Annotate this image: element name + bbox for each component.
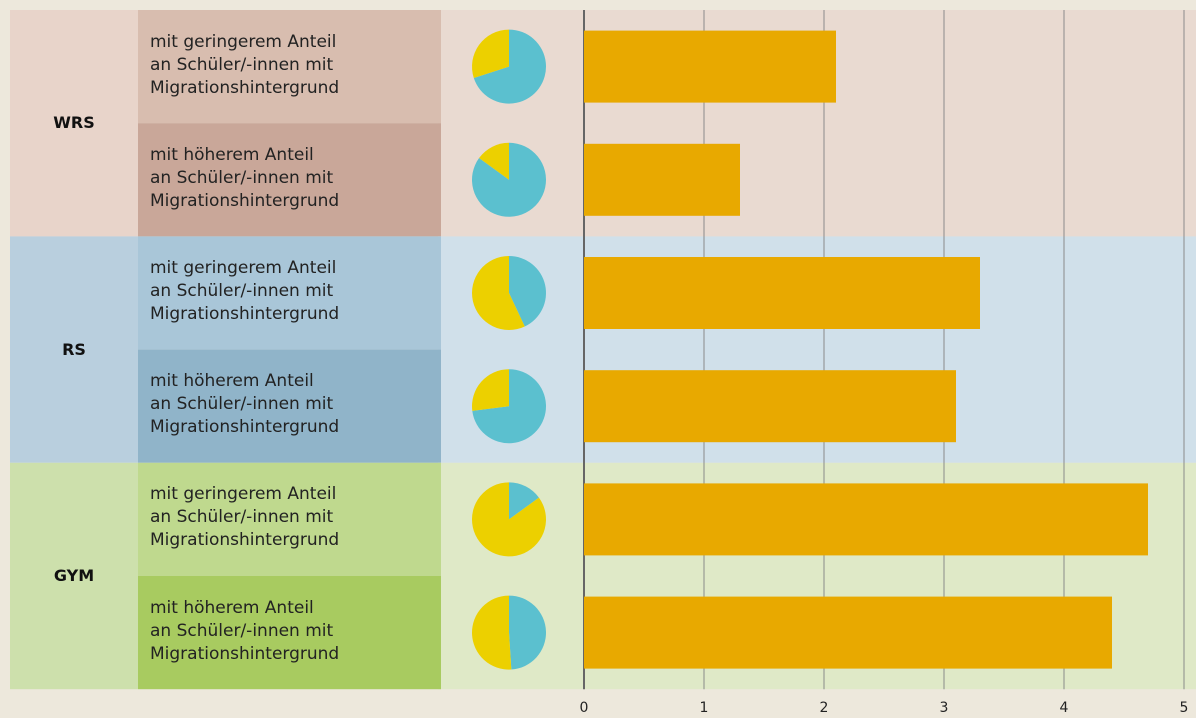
bar: [584, 257, 980, 329]
pie-slice: [472, 369, 509, 411]
x-tick-label: 5: [1180, 700, 1189, 716]
pie-slice: [472, 29, 509, 79]
pie-slice: [509, 256, 547, 327]
group-label: WRS: [53, 113, 95, 133]
group-cell: [10, 10, 138, 237]
group-cell: [10, 462, 138, 690]
bar: [584, 143, 740, 216]
pie-slice: [479, 142, 509, 180]
category-label: mit höherem Anteil an Schüler/-innen mit…: [150, 371, 340, 438]
category-label: mit höherem Anteil an Schüler/-innen mit…: [150, 597, 340, 664]
bar: [584, 30, 836, 103]
group-cell: [10, 236, 138, 463]
category-label: mit geringerem Anteil an Schüler/-innen …: [150, 258, 340, 324]
pie-slice: [472, 482, 546, 557]
pie-slice: [472, 256, 525, 330]
x-tick-label: 0: [580, 700, 589, 716]
category-label: mit geringerem Anteil an Schüler/-innen …: [150, 484, 340, 551]
category-label: mit geringerem Anteil an Schüler/-innen …: [150, 31, 340, 98]
group-label: RS: [62, 339, 86, 359]
pie-slice: [471, 595, 512, 670]
bar: [584, 596, 1112, 669]
x-tick-label: 3: [940, 700, 949, 716]
category-cell: [138, 576, 441, 690]
category-cell: [138, 123, 441, 237]
category-cell: [138, 349, 441, 463]
pie-slice: [509, 482, 539, 520]
pie-slice: [473, 29, 547, 104]
group-label: GYM: [53, 566, 95, 585]
bar: [584, 370, 956, 443]
x-tick-label: 2: [820, 700, 829, 716]
bar: [584, 483, 1148, 556]
x-tick-label: 4: [1060, 700, 1069, 716]
category-label: mit höherem Anteil an Schüler/-innen mit…: [150, 144, 340, 211]
pie-slice: [472, 369, 546, 444]
x-tick-label: 1: [700, 700, 709, 716]
category-cell: [138, 462, 441, 576]
pie-slice: [472, 142, 546, 217]
pie-slice: [509, 595, 546, 670]
category-cell: [138, 236, 441, 350]
category-cell: [138, 10, 441, 124]
